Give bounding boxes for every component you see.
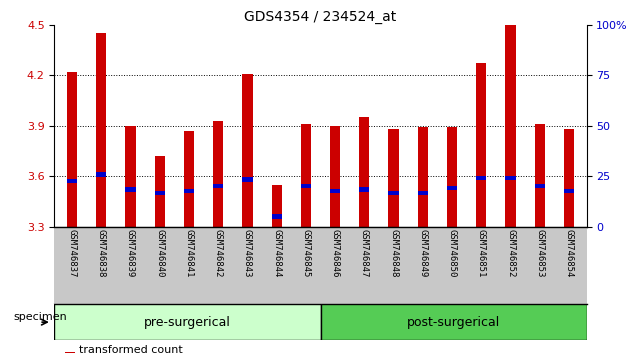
Text: GSM746854: GSM746854 [565,229,574,277]
Bar [564,129,574,227]
Title: GDS4354 / 234524_at: GDS4354 / 234524_at [244,10,397,24]
Text: transformed count: transformed count [79,345,183,354]
Text: GSM746845: GSM746845 [301,229,310,277]
Bar [242,177,253,182]
Text: GSM746851: GSM746851 [477,229,486,277]
Bar [213,121,223,227]
Text: GSM746843: GSM746843 [243,229,252,277]
Bar [476,63,487,227]
Text: GSM746844: GSM746844 [272,229,281,277]
Bar [67,179,77,183]
Text: specimen: specimen [13,312,67,322]
Bar [272,215,282,218]
Bar [126,126,136,227]
Text: post-surgerical: post-surgerical [407,316,500,329]
Bar [213,184,223,188]
Bar [67,72,77,227]
Bar [359,117,369,227]
Text: GSM746837: GSM746837 [67,229,76,277]
Bar [564,189,574,193]
Bar [505,25,515,227]
Text: GSM746852: GSM746852 [506,229,515,277]
Bar [388,129,399,227]
Text: GSM746842: GSM746842 [213,229,222,277]
Text: GSM746841: GSM746841 [185,229,194,277]
Text: GSM746846: GSM746846 [331,229,340,277]
Bar [65,352,75,353]
Bar [96,33,106,227]
Text: GSM746839: GSM746839 [126,229,135,277]
Bar [476,176,487,180]
Text: GSM746847: GSM746847 [360,229,369,277]
Bar [184,189,194,193]
Bar [242,74,253,227]
Text: GSM746850: GSM746850 [447,229,456,277]
Text: GSM746853: GSM746853 [535,229,544,277]
Bar [418,127,428,227]
Bar [447,186,457,190]
Bar [447,127,457,227]
Bar [320,304,587,340]
Bar [154,191,165,195]
Text: GSM746838: GSM746838 [97,229,106,277]
Bar [96,172,106,177]
Bar [154,156,165,227]
Bar [359,188,369,192]
Text: GSM746849: GSM746849 [419,229,428,277]
Text: pre-surgerical: pre-surgerical [144,316,231,329]
Bar [301,184,311,188]
Bar [535,184,545,188]
Bar [535,124,545,227]
Bar [418,191,428,195]
Text: GSM746840: GSM746840 [155,229,164,277]
Bar [126,188,136,192]
Text: GSM746848: GSM746848 [389,229,398,277]
Bar [272,184,282,227]
Bar [54,304,320,340]
Bar [301,124,311,227]
Bar [330,189,340,193]
Bar [505,176,515,180]
Bar [184,131,194,227]
Bar [388,191,399,195]
Bar [330,126,340,227]
